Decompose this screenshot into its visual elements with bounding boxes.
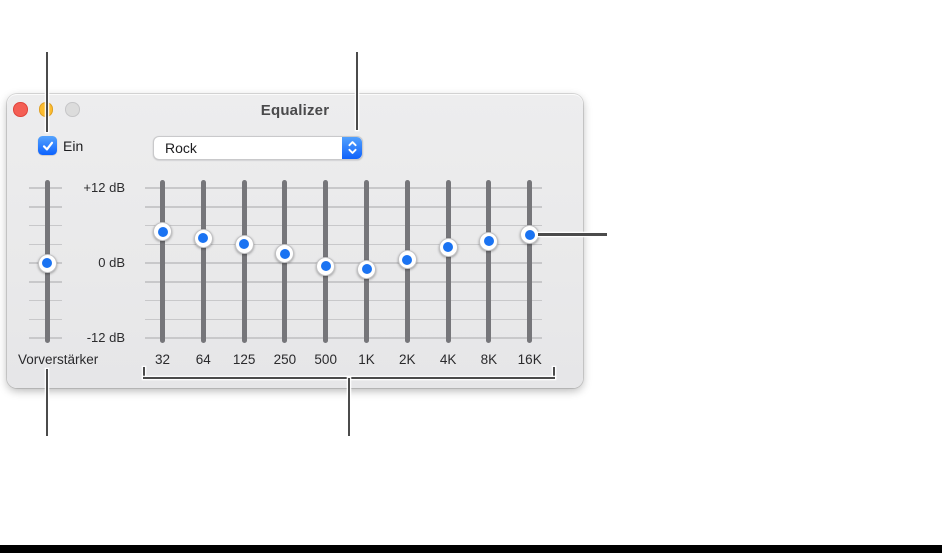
band-label-64: 64 (195, 352, 211, 367)
band-label-500: 500 (314, 352, 337, 367)
preset-dropdown[interactable]: Rock (153, 136, 363, 160)
callout-bracket-right-tick (552, 366, 555, 378)
window-title: Equalizer (260, 102, 330, 119)
band-label-250: 250 (273, 352, 297, 367)
slider-knob-4K[interactable] (438, 237, 458, 257)
callout-bracket-left-tick (143, 366, 146, 378)
eq-gridline (145, 224, 542, 227)
power-checkbox-label: Ein (63, 138, 84, 154)
slider-knob-16K[interactable] (520, 225, 540, 245)
window-titlebar[interactable]: Equalizer (7, 94, 583, 127)
eq-gridline (145, 262, 542, 264)
eq-gridline (145, 318, 542, 320)
close-button[interactable] (13, 102, 28, 117)
db-scale-min-label: -12 dB (86, 330, 125, 345)
eq-gridline (145, 299, 542, 302)
bottom-border-bar (0, 545, 942, 553)
slider-track-16K[interactable] (527, 180, 533, 343)
slider-knob-8K[interactable] (479, 231, 499, 251)
slider-knob-32[interactable] (153, 222, 172, 242)
power-checkbox[interactable] (38, 136, 57, 155)
slider-knob-64[interactable] (193, 228, 213, 248)
callout-line-preset-dropdown (355, 52, 358, 130)
band-label-4K: 4K (439, 352, 457, 367)
callout-line-preamp (45, 369, 48, 436)
popup-stepper-button[interactable] (342, 136, 362, 159)
callout-line-power-checkbox (45, 52, 48, 132)
eq-gridline (145, 187, 542, 189)
slider-track-64[interactable] (200, 180, 206, 343)
slider-knob-1K[interactable] (357, 259, 376, 279)
checkmark-icon (42, 141, 53, 150)
slider-knob-preamp[interactable] (37, 253, 57, 273)
preamp-label: Vorverstärker (18, 352, 99, 367)
eq-gridline (145, 206, 542, 208)
band-label-16K: 16K (517, 352, 542, 367)
band-label-8K: 8K (480, 352, 498, 367)
band-label-125: 125 (232, 352, 256, 367)
preset-dropdown-value: Rock (165, 139, 197, 156)
zoom-button-disabled (65, 102, 80, 117)
band-label-32: 32 (154, 352, 171, 367)
slider-track-32[interactable] (160, 180, 165, 343)
band-label-1K: 1K (358, 352, 375, 367)
slider-track-4K[interactable] (445, 180, 451, 343)
slider-track-125[interactable] (241, 180, 247, 343)
eq-gridline (145, 243, 542, 245)
db-scale-max-label: +12 dB (83, 180, 125, 195)
slider-knob-125[interactable] (234, 234, 254, 254)
callout-line-band-knob (537, 233, 607, 236)
slider-knob-500[interactable] (316, 256, 336, 276)
callout-bracket-stem (348, 377, 351, 436)
slider-track-8K[interactable] (486, 180, 492, 343)
eq-gridline (145, 281, 542, 283)
equalizer-window: Equalizer Ein Rock +12 dB 0 dB -12 dB 32… (7, 94, 583, 388)
slider-knob-250[interactable] (275, 244, 295, 264)
db-scale-zero-label: 0 dB (98, 255, 125, 270)
eq-gridline (145, 337, 542, 339)
band-label-2K: 2K (399, 352, 416, 367)
slider-knob-2K[interactable] (397, 250, 417, 270)
chevron-up-down-icon (347, 141, 357, 155)
